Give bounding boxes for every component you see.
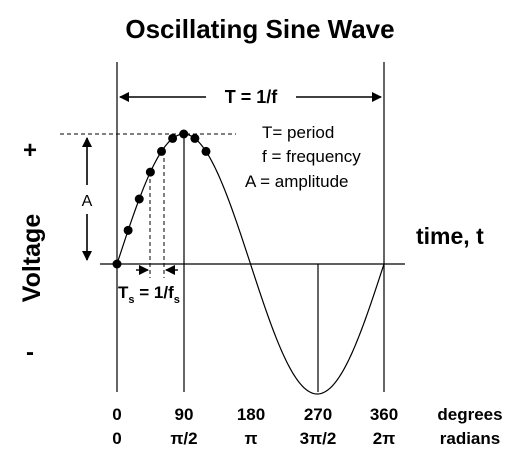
tick-degree-180: 180 [237,405,265,424]
y-minus: - [26,339,34,366]
sample-dot [145,167,155,177]
tick-radian-0: 0 [112,429,121,448]
sampling-sub-s2: s [174,294,180,306]
sampling-sub-s: s [128,294,134,306]
sampling-eq: = 1/f [135,283,175,302]
row-label-radians: radians [440,429,500,448]
x-axis-label: time, t [416,223,484,249]
tick-degree-270: 270 [304,405,332,424]
period-label: T = 1/f [225,87,279,107]
sample-dot [112,259,122,269]
diagram-title: Oscillating Sine Wave [125,14,394,44]
sample-dot [123,225,133,235]
y-plus: + [23,137,37,164]
tick-radian-pi-2: π/2 [170,429,197,448]
tick-degree-360: 360 [370,405,398,424]
sample-dot [179,129,189,139]
sampling-T: T [118,283,129,302]
tick-radian-2pi: 2π [373,429,395,448]
sampling-label: Ts = 1/fs [118,283,180,306]
legend-frequency: f = frequency [262,147,361,166]
sample-dot [134,194,144,204]
amplitude-label: A [82,193,93,210]
legend-amplitude: A = amplitude [245,172,349,191]
radian-ticks: 0 π/2 π 3π/2 2π radians [112,429,500,448]
legend-period: T= period [262,123,334,142]
sample-dot [168,133,178,143]
sample-dot [201,146,211,156]
degree-ticks: 0 90 180 270 360 degrees [112,405,502,424]
y-axis-label: Voltage [18,214,46,303]
tick-degree-90: 90 [175,405,194,424]
row-label-degrees: degrees [437,405,502,424]
tick-radian-3pi-2: 3π/2 [300,429,337,448]
sample-dot [157,146,166,156]
tick-radian-pi: π [244,429,257,448]
tick-degree-0: 0 [112,405,121,424]
sample-dot [190,133,200,143]
sample-dots [112,129,211,269]
